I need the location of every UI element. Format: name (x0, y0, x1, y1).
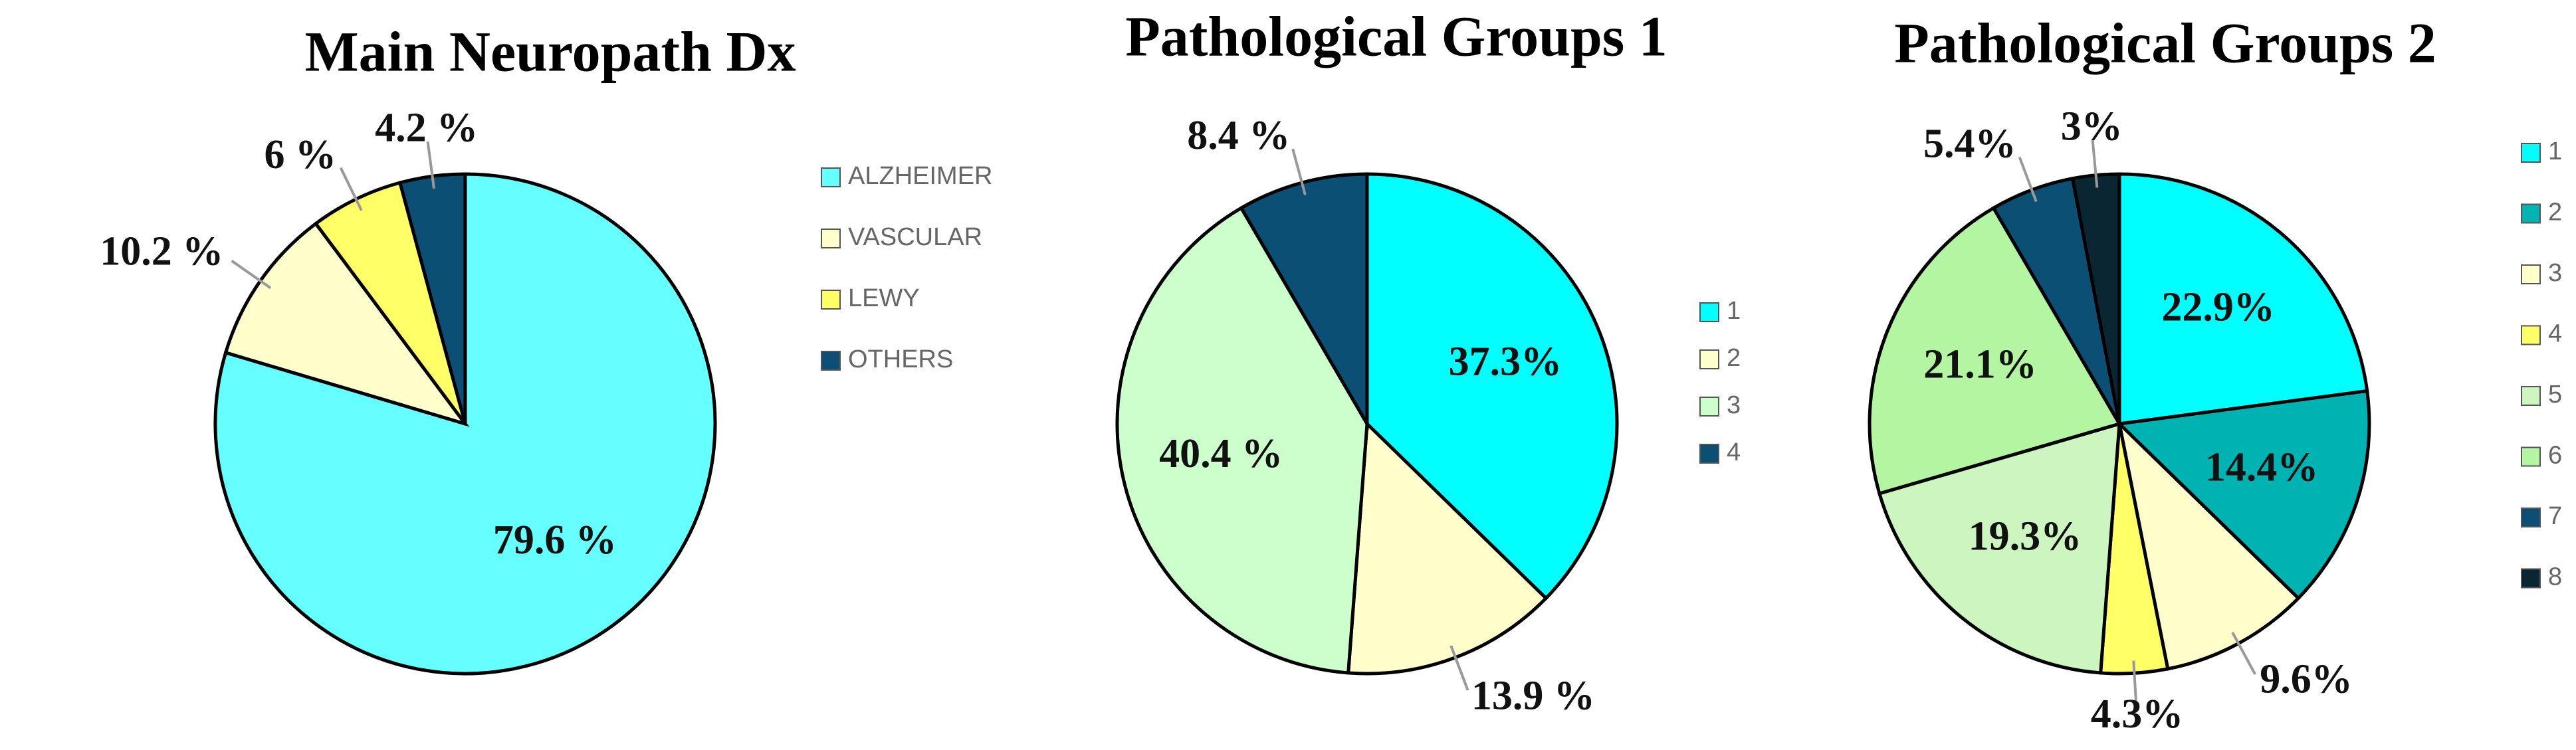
value-label: 14.4% (2205, 444, 2319, 490)
legend-swatch (2521, 446, 2541, 467)
legend-swatch (1699, 302, 1719, 322)
value-label: 6 % (265, 132, 337, 177)
leader-line (2091, 140, 2099, 188)
legend-swatch (2521, 386, 2541, 406)
legend-label: 1 (2548, 138, 2562, 165)
legend-label: 1 (1727, 297, 1741, 325)
value-label: 5.4% (1923, 122, 2016, 167)
value-label: 10.2 % (100, 229, 223, 274)
leader-line (2231, 632, 2256, 675)
legend-swatch (2521, 203, 2541, 224)
legend-swatch (1699, 397, 1719, 417)
legend-swatch (821, 290, 841, 310)
legend-swatch (1699, 349, 1719, 369)
leader-line (231, 259, 272, 290)
pie-slice (1877, 421, 2121, 675)
chart-title: Pathological Groups 1 (1125, 5, 1667, 68)
leader-line (2018, 156, 2038, 203)
value-label: 79.6 % (493, 517, 617, 563)
legend-label: 4 (1727, 438, 1741, 466)
legend-label: 6 (2548, 442, 2562, 470)
leader-line (1449, 645, 1469, 691)
legend-swatch (2521, 143, 2541, 163)
value-label: 19.3% (1969, 514, 2082, 559)
pie-slice (2117, 172, 2369, 426)
legend-swatch (821, 167, 841, 187)
legend-label: 3 (1727, 391, 1741, 419)
value-label: 8.4 % (1187, 113, 1290, 158)
legend-label: LEWY (848, 284, 920, 312)
value-label: 22.9% (2161, 285, 2275, 330)
pie-slice (1115, 205, 1369, 675)
value-label: 37.3% (1449, 339, 1562, 385)
leader-line (339, 167, 363, 211)
chart-title: Pathological Groups 2 (1894, 11, 2436, 75)
legend-label: 3 (2548, 259, 2562, 287)
leader-line (2132, 660, 2138, 708)
legend-swatch (1699, 444, 1719, 464)
legend-label: OTHERS (848, 345, 953, 373)
value-label: 13.9 % (1471, 673, 1595, 718)
legend-label: 8 (2548, 563, 2562, 591)
value-label: 9.6% (2260, 656, 2353, 702)
legend-swatch (2521, 568, 2541, 589)
legend-swatch (2521, 508, 2541, 527)
chart-title: Main Neuropath Dx (304, 20, 796, 84)
value-label: 4.3% (2091, 692, 2184, 737)
leader-line (1291, 148, 1307, 195)
leader-line (426, 141, 435, 189)
legend-label: 2 (1727, 344, 1741, 372)
legend-label: 7 (2548, 502, 2562, 530)
pie-slice (213, 172, 717, 676)
legend-label: 5 (2548, 381, 2562, 409)
value-label: 21.1% (1923, 342, 2037, 387)
pie-slice (1365, 172, 1619, 601)
legend-swatch (821, 229, 841, 248)
legend-label: ALZHEIMER (848, 162, 992, 190)
pie-slice (1868, 205, 2122, 496)
value-label: 40.4 % (1159, 431, 1283, 476)
legend-label: VASCULAR (848, 223, 982, 251)
legend-swatch (2521, 264, 2541, 284)
legend-label: 2 (2548, 199, 2562, 227)
legend-swatch (2521, 325, 2541, 345)
pie-slice (2115, 389, 2371, 601)
value-label: 4.2 % (375, 105, 478, 150)
legend-swatch (821, 351, 841, 371)
value-label: 3% (2061, 104, 2123, 149)
legend-label: 4 (2548, 320, 2562, 348)
